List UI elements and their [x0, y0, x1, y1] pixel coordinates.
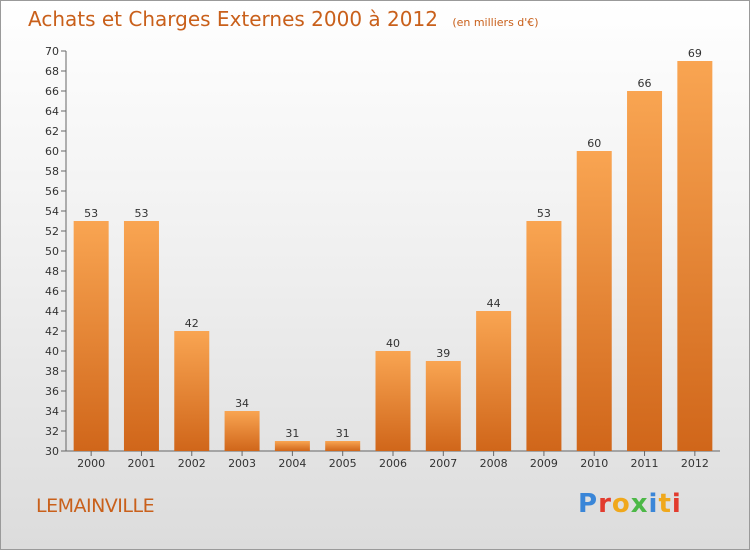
brand-letter: o [611, 489, 631, 519]
data-label: 44 [487, 297, 501, 310]
bar [224, 411, 260, 451]
x-tick-label: 2003 [228, 457, 256, 470]
bar [375, 351, 411, 451]
y-tick-label: 70 [45, 45, 59, 58]
place-name: LEMAINVILLE [36, 495, 155, 517]
data-label: 53 [537, 207, 551, 220]
brand-letter: x [630, 489, 649, 519]
x-tick-label: 2006 [379, 457, 407, 470]
x-tick-label: 2009 [530, 457, 558, 470]
brand-letter: i [648, 489, 659, 519]
x-tick-label: 2001 [127, 457, 155, 470]
brand-letter: t [658, 489, 672, 519]
data-label: 53 [134, 207, 148, 220]
y-tick-label: 62 [45, 125, 59, 138]
bar [627, 91, 663, 451]
y-tick-label: 66 [45, 85, 59, 98]
y-tick-label: 68 [45, 65, 59, 78]
x-tick-label: 2012 [681, 457, 709, 470]
y-tick-label: 60 [45, 145, 59, 158]
data-label: 66 [638, 77, 652, 90]
x-tick-label: 2004 [278, 457, 306, 470]
y-tick-label: 30 [45, 445, 59, 458]
y-tick-label: 64 [45, 105, 59, 118]
brand-logo: Proxiti [578, 489, 682, 519]
bar [73, 221, 109, 451]
y-tick-label: 52 [45, 225, 59, 238]
y-tick-label: 46 [45, 285, 59, 298]
brand-letter: r [598, 489, 612, 519]
data-label: 31 [285, 427, 299, 440]
brand-letter: i [671, 489, 682, 519]
y-tick-label: 42 [45, 325, 59, 338]
data-label: 69 [688, 47, 702, 60]
chart-title-text: Achats et Charges Externes 2000 à 2012 [28, 7, 438, 31]
bar [476, 311, 512, 451]
y-tick-label: 44 [45, 305, 59, 318]
x-tick-label: 2007 [429, 457, 457, 470]
y-tick-label: 50 [45, 245, 59, 258]
x-tick-label: 2010 [580, 457, 608, 470]
y-tick-label: 56 [45, 185, 59, 198]
x-tick-label: 2005 [329, 457, 357, 470]
data-label: 39 [436, 347, 450, 360]
y-tick-label: 34 [45, 405, 59, 418]
x-tick-label: 2011 [631, 457, 659, 470]
x-tick-label: 2002 [178, 457, 206, 470]
data-label: 40 [386, 337, 400, 350]
y-tick-label: 58 [45, 165, 59, 178]
chart-title: Achats et Charges Externes 2000 à 2012 (… [28, 7, 539, 31]
bar [123, 221, 159, 451]
data-label: 53 [84, 207, 98, 220]
x-tick-label: 2000 [77, 457, 105, 470]
x-tick-label: 2008 [480, 457, 508, 470]
y-tick-label: 40 [45, 345, 59, 358]
bar [274, 441, 310, 451]
y-tick-label: 54 [45, 205, 59, 218]
data-label: 42 [185, 317, 199, 330]
data-label: 60 [587, 137, 601, 150]
bar [576, 151, 612, 451]
bar [677, 61, 713, 451]
y-tick-label: 32 [45, 425, 59, 438]
brand-letter: P [578, 489, 599, 519]
bar [174, 331, 210, 451]
bar [425, 361, 461, 451]
y-tick-label: 36 [45, 385, 59, 398]
data-label: 31 [336, 427, 350, 440]
y-tick-label: 38 [45, 365, 59, 378]
bar [526, 221, 562, 451]
data-label: 34 [235, 397, 249, 410]
bar [325, 441, 361, 451]
chart-unit: (en milliers d'€) [452, 16, 539, 29]
y-tick-label: 48 [45, 265, 59, 278]
